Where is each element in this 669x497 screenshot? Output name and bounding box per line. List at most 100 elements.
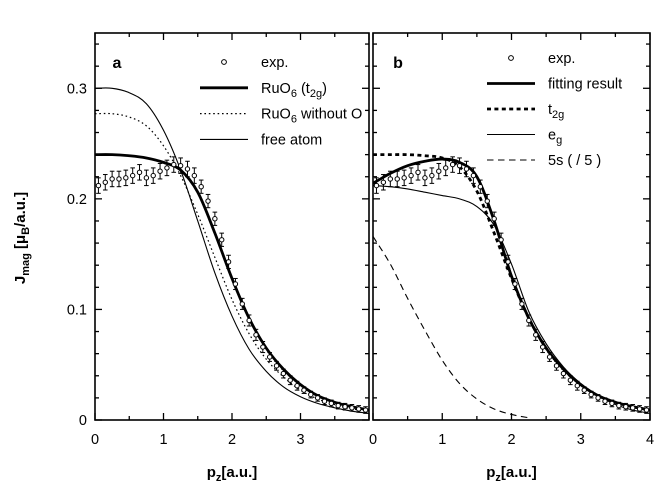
exp-marker [294, 383, 300, 389]
legend-panel-b: exp. fitting result t2g eg 5s ( / 5 ) [487, 51, 622, 169]
curve-5s [373, 236, 529, 419]
panel-b-letter: b [393, 55, 403, 72]
y-tick-label: 0 [79, 413, 87, 429]
exp-marker [109, 176, 115, 182]
exp-marker [308, 391, 314, 398]
legend-entry-ruo6_without_o: RuO6 without O [200, 107, 362, 126]
exp-marker [232, 281, 239, 287]
legend-entry-exp: exp. [221, 55, 288, 71]
exp-marker [177, 162, 184, 169]
exp-marker [362, 407, 369, 413]
legend-entry-e_g: eg [487, 128, 562, 147]
exp-marker [553, 363, 560, 369]
exp-marker [429, 172, 435, 179]
exp-marker [519, 301, 525, 307]
exp-marker [266, 354, 273, 360]
exp-marker [512, 281, 518, 287]
y-tick-label: 0.2 [67, 192, 87, 208]
exp-marker [191, 172, 198, 179]
legend-label: exp. [548, 51, 575, 67]
exp-marker [643, 407, 650, 413]
exp-marker [253, 332, 259, 338]
exp-marker [422, 175, 428, 181]
curve-e_g [373, 185, 650, 414]
exp-marker [629, 405, 636, 411]
legend-marker-circle [508, 55, 514, 61]
exp-marker [301, 387, 307, 393]
curve-ruo6_t2g [95, 153, 369, 412]
panel-a [95, 87, 369, 414]
y-tick-label: 0.1 [67, 302, 87, 318]
exp-marker [436, 168, 442, 174]
exp-marker [456, 162, 463, 169]
exp-marker [129, 172, 136, 179]
panel-a-letter: a [113, 55, 122, 72]
exp-marker [205, 198, 211, 204]
exp-marker [328, 400, 335, 407]
exp-marker [287, 377, 293, 383]
legend-label: exp. [261, 55, 288, 71]
curve-ruo6_without_o [95, 112, 369, 412]
exp-marker [349, 405, 355, 411]
exp-marker [588, 391, 594, 398]
axis-titles: pz[a.u.] pz[a.u.] Jmag [μB/a.u.] [12, 192, 537, 484]
exp-marker [477, 183, 484, 190]
exp-marker [95, 182, 102, 189]
x-tick-label: 0 [369, 432, 377, 448]
exp-marker [184, 166, 191, 172]
exp-marker [150, 172, 156, 179]
x-tick-label: 2 [228, 432, 236, 448]
panel-b [373, 153, 650, 419]
exp-marker [505, 259, 511, 265]
exp-marker [574, 383, 580, 389]
legend-entry-fitting_result: fitting result [487, 77, 622, 93]
exp-marker [123, 175, 129, 181]
exp-marker [219, 237, 225, 243]
exp-marker [401, 175, 407, 181]
exp-marker [463, 166, 470, 172]
exp-marker [533, 332, 539, 338]
axes-frames: 0 1 2 3 0 0.1 0.2 0.3 0 1 2 3 4 [67, 32, 654, 448]
exp-marker [314, 395, 321, 401]
x-tick-label: 2 [507, 432, 515, 448]
exp-marker [239, 301, 245, 307]
exp-marker [198, 183, 204, 190]
exp-marker [491, 216, 497, 222]
legend-entry-exp: exp. [508, 51, 575, 67]
legend-label: free atom [261, 132, 322, 148]
exp-marker [526, 317, 532, 324]
x-tick-label: 3 [577, 432, 585, 448]
exp-marker [595, 395, 601, 401]
exp-marker [246, 317, 252, 324]
x-tick-label: 1 [159, 432, 167, 448]
exp-marker [539, 344, 546, 350]
exp-marker [609, 400, 615, 407]
exp-marker [136, 169, 143, 176]
exp-marker [373, 182, 380, 189]
curve-fitting_result [373, 157, 650, 412]
exp-marker [212, 216, 218, 222]
exp-marker [470, 172, 477, 179]
exp-marker [546, 354, 553, 360]
exp-marker [581, 387, 587, 393]
exp-marker [498, 237, 504, 243]
exp-marker [164, 165, 170, 171]
legend-label: t2g [548, 102, 564, 121]
exp-marker [387, 176, 394, 182]
y-axis-title: Jmag [μB/a.u.] [12, 192, 32, 284]
exp-points [373, 156, 650, 414]
legend-entry-t2g: t2g [487, 102, 564, 121]
exp-marker [260, 344, 266, 350]
exp-marker [380, 179, 387, 185]
exp-marker [616, 402, 622, 409]
exp-marker [394, 176, 400, 182]
exp-marker [636, 406, 643, 412]
legend-label: fitting result [548, 77, 622, 93]
exp-marker [602, 398, 608, 404]
x-tick-label: 0 [91, 432, 99, 448]
exp-marker [335, 402, 341, 409]
exp-marker [623, 404, 629, 410]
